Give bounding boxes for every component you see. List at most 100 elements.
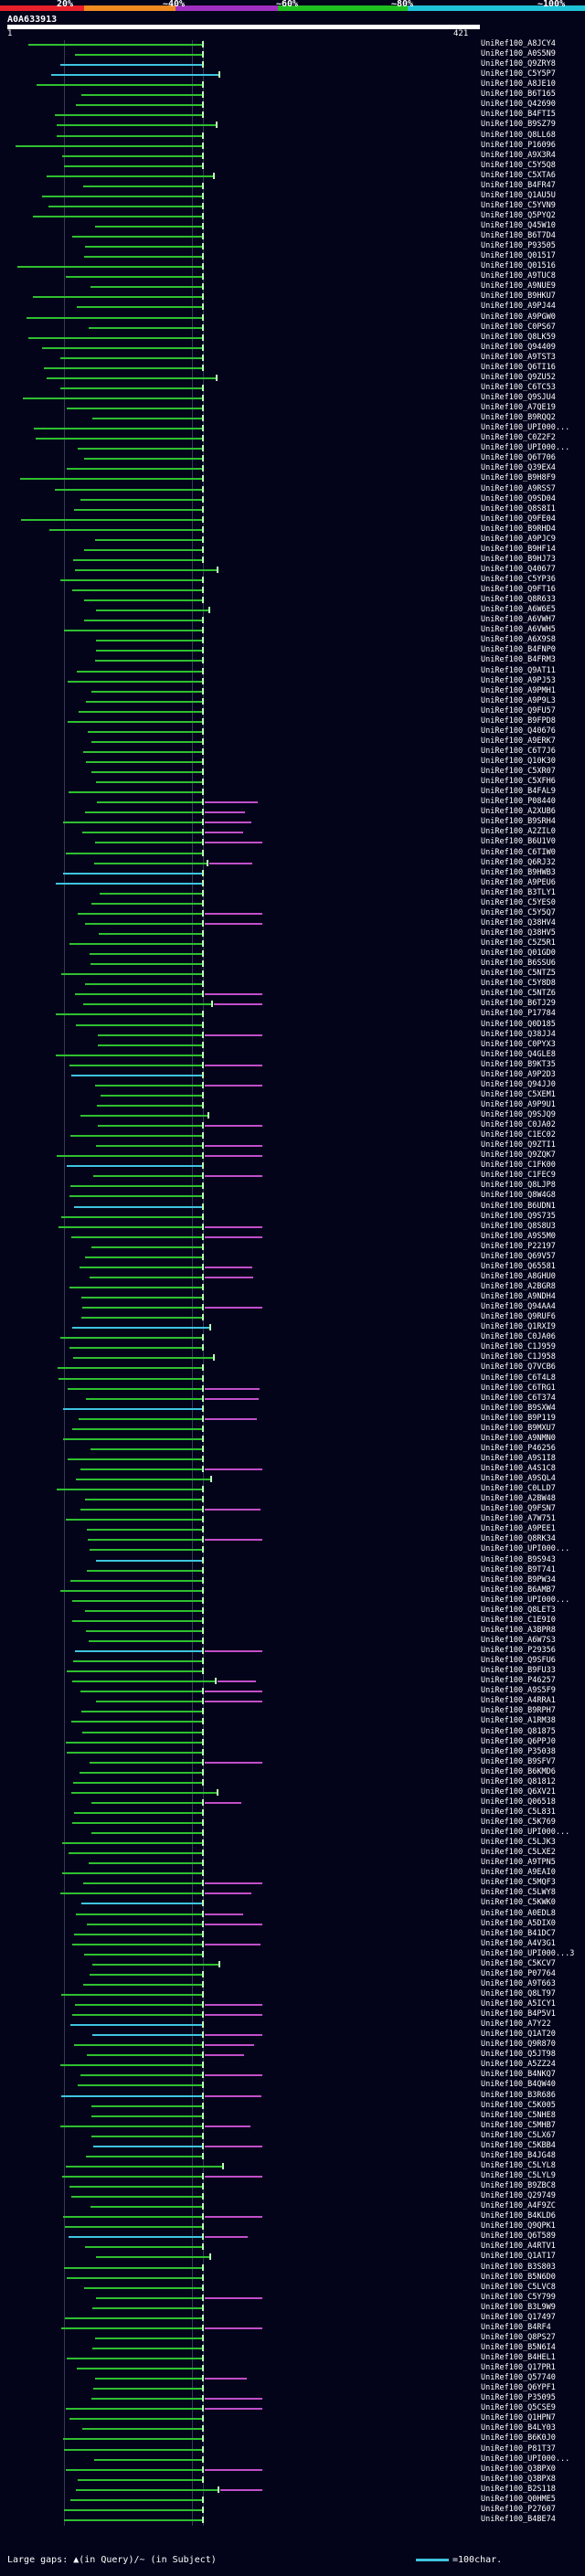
hit-row[interactable]: UniRef100_Q38HV5 xyxy=(0,928,585,938)
hit-row[interactable]: UniRef100_P17784 xyxy=(0,1009,585,1018)
hit-id-link[interactable]: UniRef100_C5Z5R1 xyxy=(481,938,556,949)
hit-id-link[interactable]: UniRef100_B4LY03 xyxy=(481,2423,556,2433)
hit-row[interactable]: UniRef100_C5KCV7 xyxy=(0,1959,585,1968)
hit-id-link[interactable]: UniRef100_Q6PPJ0 xyxy=(481,1736,556,1746)
hit-id-link[interactable]: UniRef100_B9P119 xyxy=(481,1413,556,1423)
hit-row[interactable]: UniRef100_Q8LK59 xyxy=(0,333,585,342)
hit-id-link[interactable]: UniRef100_A5ICY1 xyxy=(481,1999,556,2009)
hit-id-link[interactable]: UniRef100_C1EC02 xyxy=(481,1130,556,1140)
hit-row[interactable]: UniRef100_C5MHB7 xyxy=(0,2120,585,2130)
hit-row[interactable]: UniRef100_Q9RUF6 xyxy=(0,1312,585,1321)
hit-id-link[interactable]: UniRef100_P16096 xyxy=(481,140,556,150)
hit-row[interactable]: UniRef100_B9SZ79 xyxy=(0,120,585,130)
hit-row[interactable]: UniRef100_B6UDN1 xyxy=(0,1202,585,1211)
hit-row[interactable]: UniRef100_A9S1I8 xyxy=(0,1453,585,1463)
hit-row[interactable]: UniRef100_Q17497 xyxy=(0,2312,585,2322)
hit-id-link[interactable]: UniRef100_C1E9I0 xyxy=(481,1615,556,1625)
hit-id-link[interactable]: UniRef100_B9HWB3 xyxy=(481,867,556,877)
hit-id-link[interactable]: UniRef100_A1RM38 xyxy=(481,1716,556,1726)
hit-id-link[interactable]: UniRef100_B6KMD6 xyxy=(481,1766,556,1776)
hit-row[interactable]: UniRef100_Q3BPX8 xyxy=(0,2475,585,2484)
hit-id-link[interactable]: UniRef100_A9PEU6 xyxy=(481,877,556,887)
hit-row[interactable]: UniRef100_P35038 xyxy=(0,1747,585,1756)
hit-id-link[interactable]: UniRef100_C5MHB7 xyxy=(481,2120,556,2130)
hit-row[interactable]: UniRef100_Q6YPF1 xyxy=(0,2383,585,2392)
hit-row[interactable]: UniRef100_Q10K30 xyxy=(0,757,585,766)
hit-id-link[interactable]: UniRef100_B4FRM3 xyxy=(481,655,556,665)
hit-id-link[interactable]: UniRef100_A9S1I8 xyxy=(481,1453,556,1463)
hit-row[interactable]: UniRef100_B4HEL1 xyxy=(0,2353,585,2362)
hit-id-link[interactable]: UniRef100_A9NUE9 xyxy=(481,281,556,292)
hit-id-link[interactable]: UniRef100_P46257 xyxy=(481,1676,556,1686)
hit-row[interactable]: UniRef100_B9RHD4 xyxy=(0,525,585,534)
hit-row[interactable]: UniRef100_B4NKQ7 xyxy=(0,2070,585,2079)
hit-row[interactable]: UniRef100_A9RSS7 xyxy=(0,484,585,493)
hit-id-link[interactable]: UniRef100_Q9FU57 xyxy=(481,705,556,716)
hit-row[interactable]: UniRef100_C5LWY8 xyxy=(0,1888,585,1898)
hit-id-link[interactable]: UniRef100_A6VWH5 xyxy=(481,625,556,635)
hit-id-link[interactable]: UniRef100_P46256 xyxy=(481,1443,556,1453)
hit-id-link[interactable]: UniRef100_C5LXE2 xyxy=(481,1848,556,1858)
hit-row[interactable]: UniRef100_B6K0J0 xyxy=(0,2433,585,2443)
hit-id-link[interactable]: UniRef100_Q9R870 xyxy=(481,2040,556,2050)
hit-row[interactable]: UniRef100_B9HF14 xyxy=(0,545,585,554)
hit-id-link[interactable]: UniRef100_UPI000... xyxy=(481,1828,570,1838)
hit-row[interactable]: UniRef100_Q9FT16 xyxy=(0,585,585,594)
hit-id-link[interactable]: UniRef100_A5DIX0 xyxy=(481,1918,556,1928)
hit-id-link[interactable]: UniRef100_C5LX67 xyxy=(481,2130,556,2140)
hit-row[interactable]: UniRef100_P93505 xyxy=(0,241,585,250)
hit-row[interactable]: UniRef100_C5LYL9 xyxy=(0,2171,585,2180)
hit-row[interactable]: UniRef100_B9T741 xyxy=(0,1565,585,1574)
hit-id-link[interactable]: UniRef100_A4S1C8 xyxy=(481,1464,556,1474)
hit-row[interactable]: UniRef100_A9NMN0 xyxy=(0,1433,585,1443)
hit-id-link[interactable]: UniRef100_B6T165 xyxy=(481,90,556,100)
hit-id-link[interactable]: UniRef100_A9NMN0 xyxy=(481,1433,556,1443)
hit-row[interactable]: UniRef100_UPI000...3 xyxy=(0,1949,585,1958)
hit-row[interactable]: UniRef100_A9ERK7 xyxy=(0,737,585,746)
hit-id-link[interactable]: UniRef100_C5LYL8 xyxy=(481,2160,556,2170)
hit-row[interactable]: UniRef100_UPI000... xyxy=(0,1828,585,1838)
hit-row[interactable]: UniRef100_A9TST3 xyxy=(0,353,585,362)
hit-id-link[interactable]: UniRef100_C5NHE8 xyxy=(481,2110,556,2120)
hit-row[interactable]: UniRef100_A6W7S3 xyxy=(0,1636,585,1645)
hit-row[interactable]: UniRef100_B6TJ29 xyxy=(0,999,585,1008)
hit-row[interactable]: UniRef100_A9SQL4 xyxy=(0,1474,585,1483)
hit-id-link[interactable]: UniRef100_B9SZ79 xyxy=(481,120,556,130)
hit-row[interactable]: UniRef100_B4P5V1 xyxy=(0,2009,585,2019)
hit-row[interactable]: UniRef100_Q9ZTI1 xyxy=(0,1140,585,1150)
hit-id-link[interactable]: UniRef100_Q17497 xyxy=(481,2312,556,2322)
hit-id-link[interactable]: UniRef100_Q38JJ4 xyxy=(481,1029,556,1039)
hit-id-link[interactable]: UniRef100_C5Y5Q7 xyxy=(481,907,556,917)
hit-id-link[interactable]: UniRef100_Q65581 xyxy=(481,1261,556,1271)
hit-id-link[interactable]: UniRef100_A9S5M0 xyxy=(481,1231,556,1241)
hit-id-link[interactable]: UniRef100_B9FPD8 xyxy=(481,716,556,726)
hit-id-link[interactable]: UniRef100_A6X9S8 xyxy=(481,635,556,645)
hit-id-link[interactable]: UniRef100_Q1HPN7 xyxy=(481,2413,556,2423)
hit-id-link[interactable]: UniRef100_Q39EX4 xyxy=(481,463,556,473)
hit-row[interactable]: UniRef100_A9S5F9 xyxy=(0,1686,585,1695)
hit-id-link[interactable]: UniRef100_B9SRH4 xyxy=(481,817,556,827)
hit-row[interactable]: UniRef100_B9FPD8 xyxy=(0,716,585,726)
hit-row[interactable]: UniRef100_A0EDL8 xyxy=(0,1909,585,1918)
hit-id-link[interactable]: UniRef100_C5Y8D8 xyxy=(481,979,556,989)
hit-id-link[interactable]: UniRef100_P81T37 xyxy=(481,2443,556,2454)
hit-row[interactable]: UniRef100_A8JCY4 xyxy=(0,39,585,48)
hit-id-link[interactable]: UniRef100_Q8LT97 xyxy=(481,1988,556,1998)
hit-id-link[interactable]: UniRef100_Q9FE04 xyxy=(481,514,556,524)
hit-id-link[interactable]: UniRef100_A9PEE1 xyxy=(481,1524,556,1534)
hit-id-link[interactable]: UniRef100_Q7VCB6 xyxy=(481,1362,556,1373)
hit-id-link[interactable]: UniRef100_Q0D185 xyxy=(481,1019,556,1029)
hit-row[interactable]: UniRef100_A9TPN5 xyxy=(0,1858,585,1867)
hit-id-link[interactable]: UniRef100_C5LWY8 xyxy=(481,1888,556,1898)
hit-row[interactable]: UniRef100_C5KBB4 xyxy=(0,2141,585,2150)
hit-row[interactable]: UniRef100_A9PJ44 xyxy=(0,302,585,311)
hit-id-link[interactable]: UniRef100_B9HJ73 xyxy=(481,554,556,564)
hit-id-link[interactable]: UniRef100_C5XEM1 xyxy=(481,1089,556,1099)
hit-row[interactable]: UniRef100_B41DC7 xyxy=(0,1929,585,1938)
hit-row[interactable]: UniRef100_Q17PR1 xyxy=(0,2363,585,2372)
hit-id-link[interactable]: UniRef100_C6T374 xyxy=(481,1393,556,1403)
hit-row[interactable]: UniRef100_Q0D185 xyxy=(0,1019,585,1029)
hit-row[interactable]: UniRef100_UPI000... xyxy=(0,2454,585,2464)
hit-row[interactable]: UniRef100_A9PJ53 xyxy=(0,676,585,685)
hit-row[interactable]: UniRef100_Q8LL68 xyxy=(0,131,585,140)
